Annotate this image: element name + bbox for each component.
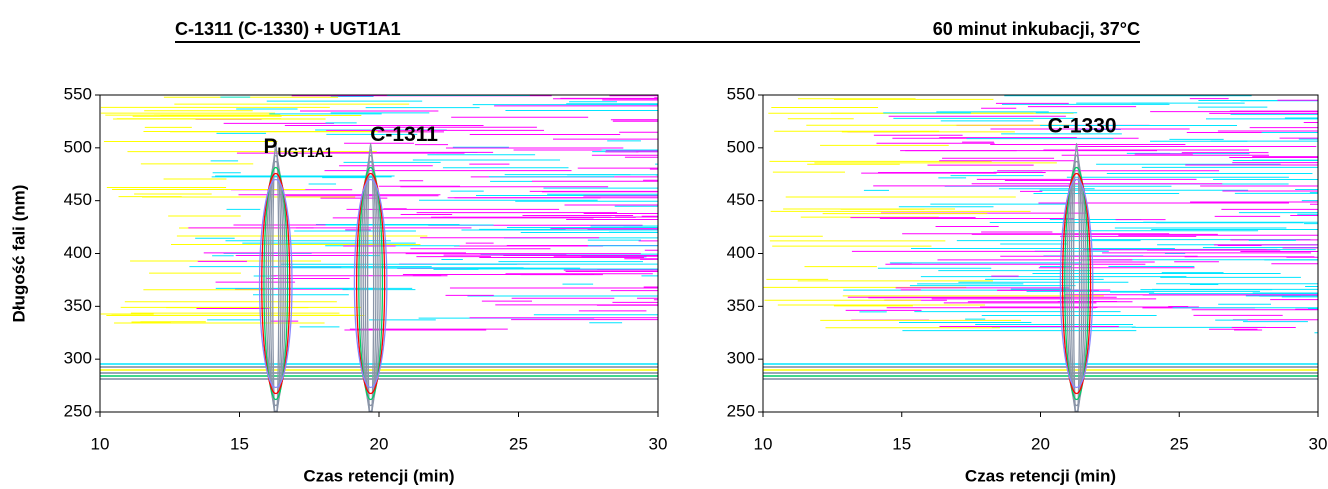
y-tick-label: 250 [64, 401, 92, 420]
annotation-text: C-1311 [370, 123, 438, 146]
x-tick-label: 20 [1031, 434, 1050, 453]
peak-contour [364, 148, 377, 412]
y-tick-label: 300 [727, 349, 755, 368]
x-tick-label: 30 [1309, 434, 1328, 453]
peak-contour [353, 178, 388, 389]
peak-contour [355, 172, 386, 395]
x-tick-label: 20 [370, 434, 389, 453]
y-tick-label: 300 [64, 349, 92, 368]
y-tick-label: 500 [64, 137, 92, 156]
contour-field [100, 95, 658, 412]
y-tick-label: 450 [64, 190, 92, 209]
peak-contour [263, 166, 289, 401]
peak-contour [358, 166, 384, 401]
annotation-text: C-1330 [1048, 114, 1117, 137]
peak-contour [258, 178, 293, 389]
annotation: PUGT1A1 [263, 134, 332, 159]
annotation-text: P [263, 134, 277, 157]
peak-contour [1061, 172, 1092, 395]
peak-contour [1072, 142, 1081, 412]
x-tick-label: 25 [509, 434, 528, 453]
chart-title: 60 minut inkubacji, 37°C [933, 19, 1140, 39]
peak-contour [269, 148, 282, 412]
peak-contour [366, 142, 375, 412]
x-tick-label: 15 [892, 434, 911, 453]
y-tick-label: 400 [64, 243, 92, 262]
x-tick-label: 10 [91, 434, 110, 453]
peak-contour [360, 160, 381, 407]
x-tick-label: 30 [649, 434, 668, 453]
annotation: C-1330 [1048, 114, 1117, 137]
y-tick-label: 350 [64, 296, 92, 315]
x-tick-label: 25 [1170, 434, 1189, 453]
peak-contour [1064, 166, 1090, 401]
peak-contour [1059, 178, 1094, 389]
chart-title: C-1311 (C-1330) + UGT1A1 [175, 19, 401, 39]
annotation-subscript: UGT1A1 [277, 143, 332, 159]
peak-contour [1066, 160, 1087, 407]
y-tick-label: 350 [727, 296, 755, 315]
peak-contour [272, 142, 280, 412]
peak-contour [261, 172, 291, 395]
y-tick-label: 550 [64, 84, 92, 103]
annotation: C-1311 [370, 123, 438, 146]
y-tick-label: 250 [727, 401, 755, 420]
x-tick-label: 15 [230, 434, 249, 453]
y-tick-label: 500 [727, 137, 755, 156]
contour-field [763, 95, 1318, 412]
x-axis-label: Czas retencji (min) [965, 466, 1116, 485]
y-axis-label: Długość fali (nm) [9, 185, 28, 323]
y-tick-label: 550 [727, 84, 755, 103]
x-tick-label: 10 [754, 434, 773, 453]
peak-contour [265, 160, 287, 407]
y-tick-label: 400 [727, 243, 755, 262]
y-tick-label: 450 [727, 190, 755, 209]
peak-contour [1070, 148, 1083, 412]
x-axis-label: Czas retencji (min) [303, 466, 454, 485]
